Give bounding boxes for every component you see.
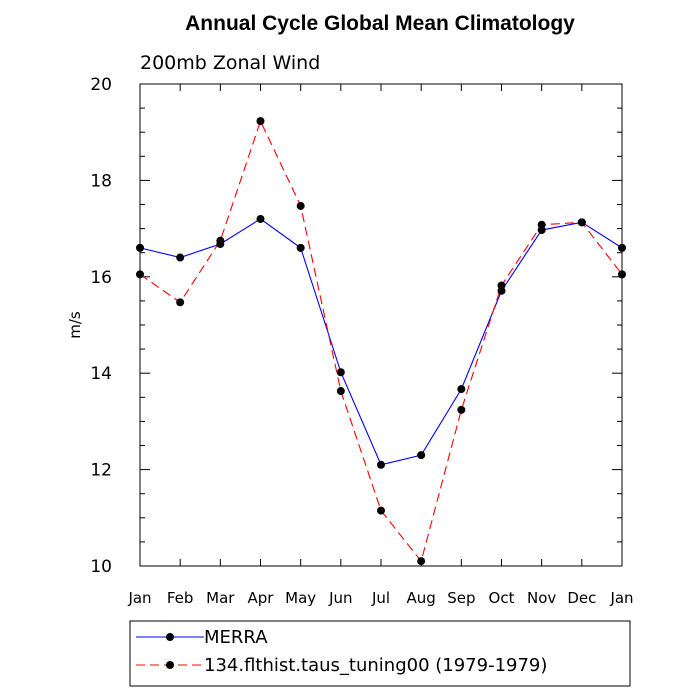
x-tick-label: Feb — [167, 589, 194, 607]
data-point — [336, 368, 345, 377]
x-tick-label: Mar — [206, 589, 235, 607]
data-point — [296, 243, 305, 252]
x-tick-label: Dec — [567, 589, 596, 607]
legend-marker — [166, 661, 174, 669]
data-point — [577, 218, 586, 227]
y-tick-label: 18 — [90, 171, 112, 191]
data-point — [537, 220, 546, 229]
x-tick-label: Aug — [407, 589, 436, 607]
x-tick-label: Jul — [371, 589, 390, 607]
y-tick-label: 10 — [90, 557, 112, 577]
data-point — [216, 236, 225, 245]
y-tick-label: 14 — [90, 364, 112, 384]
data-point — [296, 201, 305, 210]
data-point — [256, 117, 265, 126]
legend-label-1: 134.flthist.taus_tuning00 (1979-1979) — [204, 655, 547, 676]
x-tick-label: Jun — [328, 589, 352, 607]
chart-subtitle: 200mb Zonal Wind — [140, 52, 320, 74]
y-axis-label: m/s — [66, 311, 84, 339]
series-layer — [136, 117, 626, 566]
data-point — [377, 506, 385, 515]
ticks-layer: Jan Feb Mar Apr May Jun Jul Aug Sep Oct Nov Dec Jan 1… — [90, 75, 633, 607]
x-tick-label: Jan — [609, 589, 633, 607]
data-point — [336, 387, 345, 396]
data-point — [136, 243, 144, 252]
y-tick-label: 16 — [90, 268, 112, 288]
x-tick-label: Nov — [527, 589, 556, 607]
data-point — [176, 253, 185, 262]
data-point — [618, 243, 626, 252]
data-point — [176, 298, 185, 307]
x-tick-label: Apr — [248, 589, 275, 607]
x-tick-label: Oct — [489, 589, 515, 607]
x-tick-label: Jan — [127, 589, 151, 607]
y-tick-label: 20 — [90, 75, 112, 95]
data-point — [457, 405, 466, 414]
chart-title: Annual Cycle Global Mean Climatology — [185, 12, 575, 35]
data-point — [497, 281, 506, 290]
data-point — [136, 270, 144, 279]
plot-frame — [139, 83, 623, 567]
data-point — [457, 385, 466, 394]
data-point — [618, 270, 626, 279]
series-line-1 — [139, 119, 623, 563]
data-point — [377, 460, 385, 469]
legend-box — [129, 620, 631, 687]
y-tick-label: 12 — [90, 461, 112, 481]
legend-label-0: MERRA — [204, 627, 268, 648]
data-point — [417, 557, 426, 566]
series-line-0 — [139, 218, 623, 466]
x-tick-label: May — [285, 589, 316, 607]
legend-marker — [166, 633, 174, 641]
legend: MERRA 134.flthist.taus_tuning00 (1979-197… — [136, 627, 547, 676]
x-tick-label: Sep — [447, 589, 475, 607]
data-point — [256, 214, 265, 223]
data-point — [417, 451, 426, 460]
